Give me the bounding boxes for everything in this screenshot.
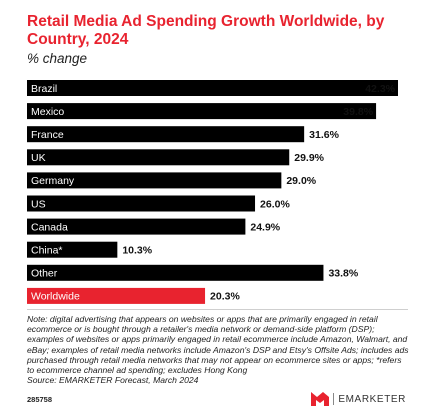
emarketer-logo-icon [311,392,330,406]
value-label-china: 10.3% [122,245,152,257]
value-label-mexico: 39.8% [343,106,373,118]
footnote-text: Note: digital advertising that appears o… [27,314,409,376]
footnote: Note: digital advertising that appears o… [27,314,411,385]
category-label-brazil: Brazil [31,83,57,95]
value-label-france: 31.6% [309,129,339,141]
brand-name: EMARKETER [338,393,406,405]
category-label-us: US [31,198,46,210]
category-label-other: Other [31,268,58,280]
category-label-worldwide: Worldwide [31,291,80,303]
bar-worldwide [27,287,206,304]
category-label-uk: UK [31,152,46,164]
value-label-brazil: 42.3% [365,83,395,95]
value-label-other: 33.8% [328,268,358,280]
value-label-worldwide: 20.3% [210,291,240,303]
bar-germany [27,172,282,189]
chart-title: Retail Media Ad Spending Growth Worldwid… [27,13,385,48]
footer-divider [27,309,408,310]
bar-china [27,241,118,258]
brand-logo: EMARKETER [311,390,406,408]
chart-id: 285758 [27,395,53,404]
brand-separator [333,393,335,405]
category-label-canada: Canada [31,221,68,233]
category-label-mexico: Mexico [31,106,64,118]
value-label-canada: 24.9% [250,221,280,233]
bar-chart-svg: Brazil 42.3% Mexico 39.8% France 31.6% UK 29.9%… [27,80,398,304]
bar-brazil [27,80,398,96]
bar-mexico [27,103,377,120]
value-label-us: 26.0% [260,198,290,210]
bar-canada [27,218,246,235]
bar-france [27,126,305,143]
chart-subtitle: % change [27,51,88,66]
value-label-germany: 29.0% [286,175,316,187]
bar-uk [27,149,290,166]
source-text: Source: EMARKETER Forecast, March 2024 [27,375,199,386]
bar-chart: Brazil 42.3% Mexico 39.8% France 31.6% UK 29.9%… [27,80,398,304]
bar-us [27,195,256,212]
category-label-china: China* [31,245,63,257]
value-label-uk: 29.9% [294,152,324,164]
bar-other [27,264,324,281]
category-label-france: France [31,129,64,141]
category-label-germany: Germany [31,175,75,187]
